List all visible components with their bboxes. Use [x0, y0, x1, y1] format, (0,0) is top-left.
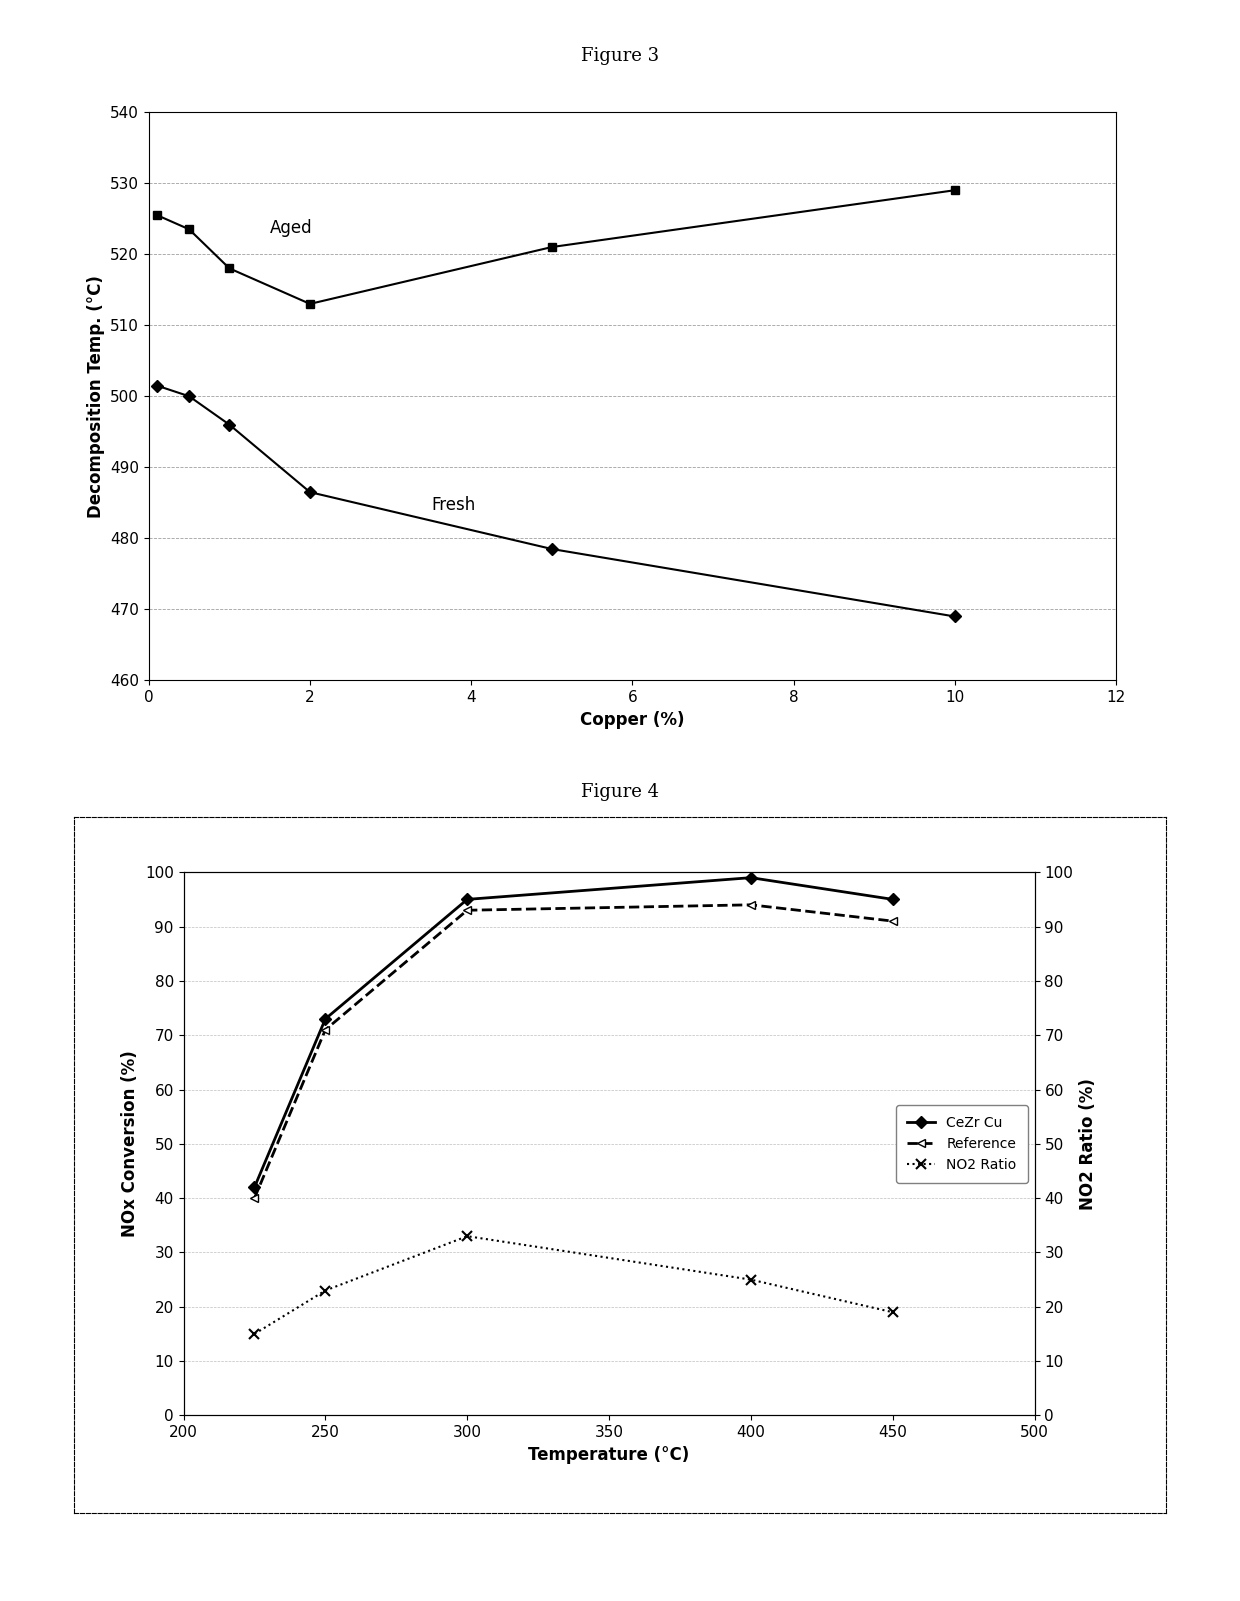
Line: NO2 Ratio: NO2 Ratio: [249, 1231, 898, 1338]
CeZr Cu: [460, 890, 475, 909]
CeZr Cu: [885, 890, 900, 909]
X-axis label: Temperature (°C): Temperature (°C): [528, 1446, 689, 1463]
Text: Figure 3: Figure 3: [580, 46, 660, 66]
X-axis label: Copper (%): Copper (%): [580, 711, 684, 728]
Text: Aged: Aged: [270, 219, 312, 237]
Text: Figure 4: Figure 4: [582, 783, 658, 802]
Reference: [885, 911, 900, 930]
CeZr Cu: [317, 1009, 332, 1028]
NO2 Ratio: [247, 1324, 262, 1343]
NO2 Ratio: [885, 1303, 900, 1322]
NO2 Ratio: [744, 1270, 759, 1289]
Reference: [247, 1188, 262, 1207]
CeZr Cu: [744, 868, 759, 887]
Reference: [317, 1020, 332, 1039]
Reference: [744, 895, 759, 914]
Y-axis label: NO2 Ratio (%): NO2 Ratio (%): [1079, 1077, 1097, 1210]
Line: CeZr Cu: CeZr Cu: [250, 874, 897, 1191]
NO2 Ratio: [460, 1226, 475, 1246]
Legend: CeZr Cu, Reference, NO2 Ratio: CeZr Cu, Reference, NO2 Ratio: [897, 1105, 1028, 1183]
Line: Reference: Reference: [250, 901, 897, 1202]
Reference: [460, 901, 475, 921]
CeZr Cu: [247, 1178, 262, 1198]
Text: Fresh: Fresh: [432, 496, 475, 514]
Y-axis label: Decomposition Temp. (°C): Decomposition Temp. (°C): [87, 275, 104, 517]
Y-axis label: NOx Conversion (%): NOx Conversion (%): [122, 1050, 139, 1238]
NO2 Ratio: [317, 1281, 332, 1300]
